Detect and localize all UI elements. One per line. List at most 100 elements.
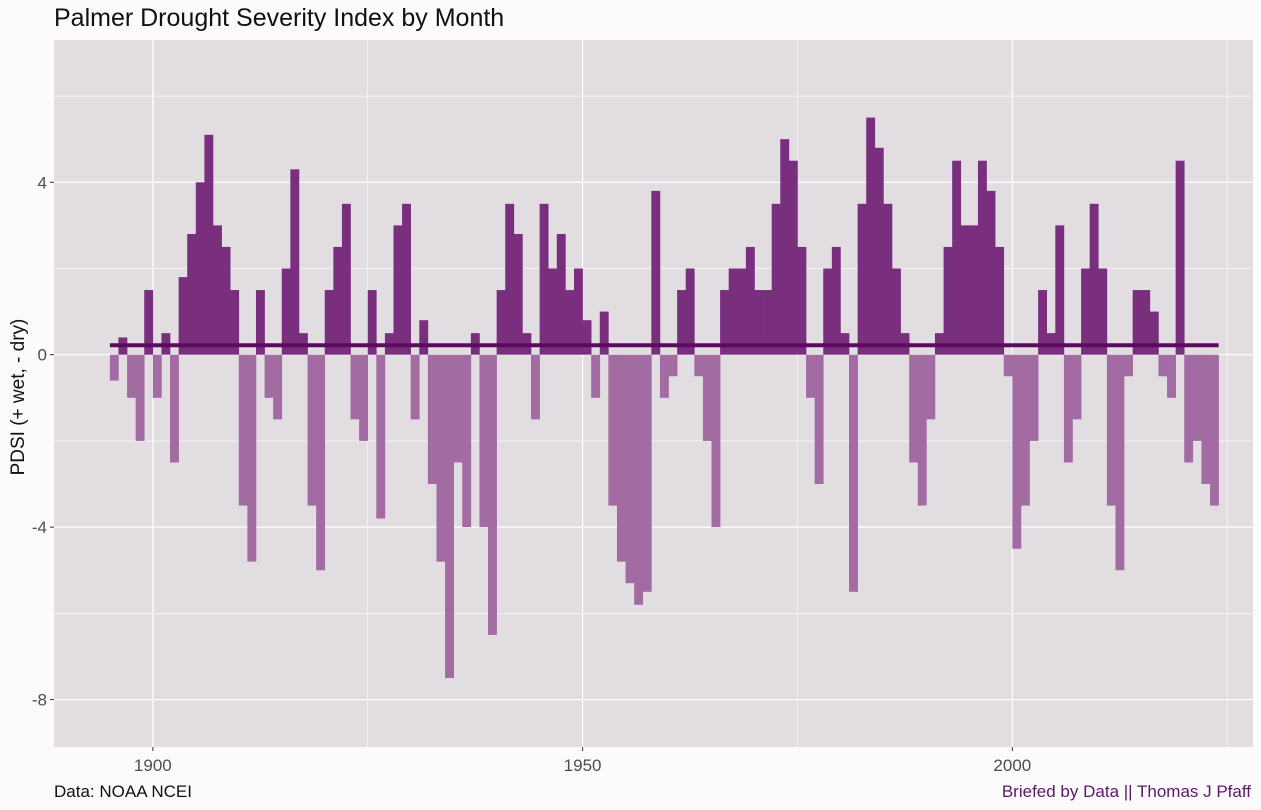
bar — [376, 354, 386, 519]
x-tick-label: 1950 — [564, 756, 602, 775]
bar — [144, 290, 154, 355]
bar — [582, 320, 592, 355]
bar — [909, 354, 919, 463]
bar — [127, 354, 136, 398]
bar — [1115, 354, 1125, 571]
bar — [573, 268, 583, 355]
bar — [290, 169, 300, 355]
bar — [1210, 354, 1219, 506]
bar — [333, 246, 343, 355]
bar — [616, 354, 626, 562]
bar — [599, 311, 609, 355]
bar — [178, 277, 188, 355]
bar — [711, 354, 721, 528]
bar — [720, 290, 730, 355]
bar — [539, 203, 549, 355]
bar — [213, 225, 222, 355]
bar — [814, 354, 824, 485]
bar — [1158, 354, 1168, 377]
bar — [685, 268, 695, 355]
bar — [445, 354, 454, 679]
bar — [221, 246, 231, 355]
bar — [402, 203, 411, 355]
bar — [427, 354, 437, 485]
bar — [1072, 354, 1082, 420]
bar — [591, 354, 601, 398]
bar — [642, 354, 652, 592]
bar — [419, 320, 429, 355]
bar — [1175, 160, 1185, 355]
bar — [505, 203, 515, 355]
bar — [995, 246, 1005, 355]
bar — [960, 225, 970, 355]
bar — [986, 190, 996, 355]
bar — [170, 354, 179, 463]
bar — [728, 268, 738, 355]
y-tick-label: 0 — [38, 346, 47, 365]
bar — [857, 203, 867, 355]
bar — [1012, 354, 1022, 549]
bar — [849, 354, 858, 592]
bar — [350, 354, 360, 420]
bar — [1201, 354, 1211, 485]
bar — [1132, 290, 1142, 355]
axis-ticks: 1900 1950 2000 -8 -4 0 4 — [32, 173, 1031, 775]
bar — [1167, 354, 1176, 398]
x-tick-label: 2000 — [993, 756, 1031, 775]
bar — [513, 233, 523, 355]
bar — [625, 354, 635, 584]
bar — [952, 160, 962, 355]
x-tick-label: 1900 — [134, 756, 172, 775]
bar — [393, 225, 403, 355]
credit-caption: Briefed by Data || Thomas J Pfaff — [1001, 782, 1251, 801]
bar — [1124, 354, 1133, 377]
bar — [496, 290, 506, 355]
bar — [556, 233, 566, 355]
bar — [754, 290, 764, 355]
bar — [1089, 203, 1099, 355]
y-tick-label: 4 — [38, 173, 47, 192]
bar — [488, 354, 497, 635]
bar — [797, 246, 807, 355]
bar — [651, 190, 661, 355]
bar — [1141, 290, 1151, 355]
bar — [780, 139, 790, 355]
bar — [230, 290, 240, 355]
bar — [926, 354, 936, 420]
bar — [874, 147, 884, 355]
bar — [1192, 354, 1202, 441]
bar — [1063, 354, 1073, 463]
bar — [668, 354, 678, 377]
bar — [608, 354, 618, 506]
bar — [548, 268, 558, 355]
bar — [677, 290, 687, 355]
bar — [823, 268, 833, 355]
bar — [702, 354, 712, 441]
bar — [806, 354, 815, 398]
bar — [977, 160, 987, 355]
bar — [1081, 268, 1090, 355]
bar — [1184, 354, 1194, 463]
bar — [831, 246, 841, 355]
bar — [771, 203, 781, 355]
bar — [917, 354, 927, 506]
bar — [410, 354, 420, 420]
bar — [1003, 354, 1013, 377]
bars — [109, 117, 1219, 679]
bar — [1055, 225, 1065, 355]
bar — [341, 203, 351, 355]
bar — [436, 354, 446, 562]
bar — [1106, 354, 1116, 506]
bar — [204, 134, 214, 355]
bar — [737, 268, 747, 355]
bar — [453, 354, 463, 463]
bar — [307, 354, 317, 506]
bar — [565, 290, 575, 355]
bar — [135, 354, 145, 441]
bar — [462, 354, 472, 528]
bar — [1029, 354, 1039, 441]
bar — [152, 354, 162, 398]
bar — [1020, 354, 1030, 506]
bar — [247, 354, 257, 562]
